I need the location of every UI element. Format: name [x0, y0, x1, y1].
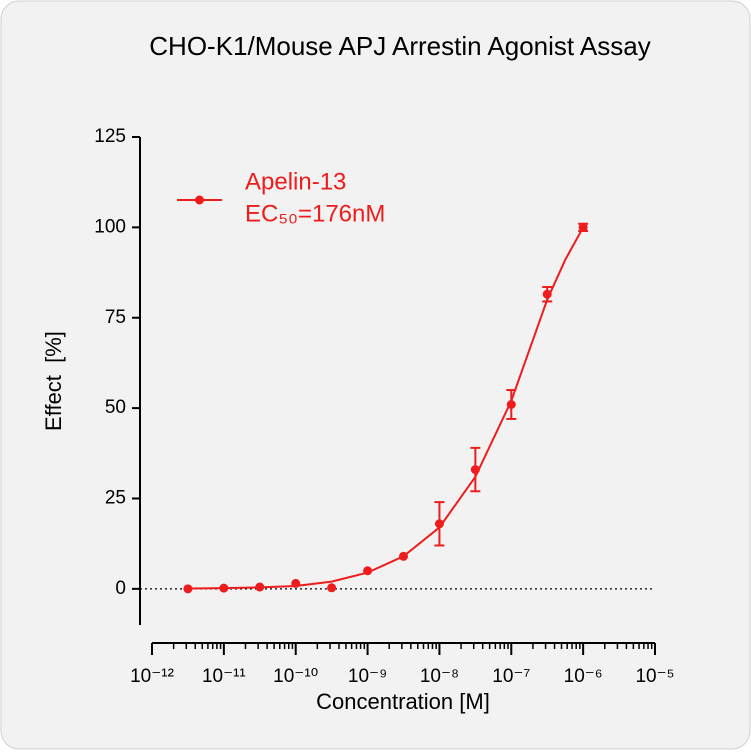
y-tick-label: 25	[105, 487, 126, 508]
x-tick-label: 10⁻⁶	[564, 666, 603, 687]
data-point	[255, 582, 265, 592]
data-point	[578, 222, 588, 232]
x-tick-label: 10⁻¹²	[130, 666, 174, 687]
y-tick-label: 0	[115, 578, 126, 599]
data-point	[183, 584, 193, 594]
y-tick-label: 75	[105, 307, 126, 328]
data-point	[327, 583, 337, 593]
data-point	[291, 578, 301, 588]
y-tick-label: 125	[94, 126, 126, 147]
data-point	[363, 566, 373, 576]
legend-annotation: EC₅₀=176nM	[245, 200, 385, 227]
x-tick-label: 10⁻⁹	[348, 666, 387, 687]
y-axis-label: Effect [%]	[41, 331, 66, 431]
x-tick-label: 10⁻¹¹	[202, 666, 246, 687]
x-tick-label: 10⁻¹⁰	[273, 666, 318, 687]
data-point	[219, 583, 229, 593]
data-point	[470, 465, 480, 475]
legend-label: Apelin-13	[245, 168, 346, 195]
data-point	[542, 289, 552, 299]
x-tick-label: 10⁻⁸	[420, 666, 459, 687]
data-point	[434, 519, 444, 529]
fit-curve	[187, 226, 585, 590]
legend-marker	[195, 195, 204, 205]
data-point	[398, 551, 408, 561]
x-axis-label: Concentration [M]	[316, 689, 490, 714]
y-tick-label: 100	[94, 216, 126, 237]
data-point	[506, 399, 516, 409]
chart-title: CHO-K1/Mouse APJ Arrestin Agonist Assay	[149, 31, 650, 61]
y-tick-label: 50	[105, 397, 126, 418]
x-tick-label: 10⁻⁷	[492, 666, 530, 687]
x-tick-label: 10⁻⁵	[635, 666, 674, 687]
